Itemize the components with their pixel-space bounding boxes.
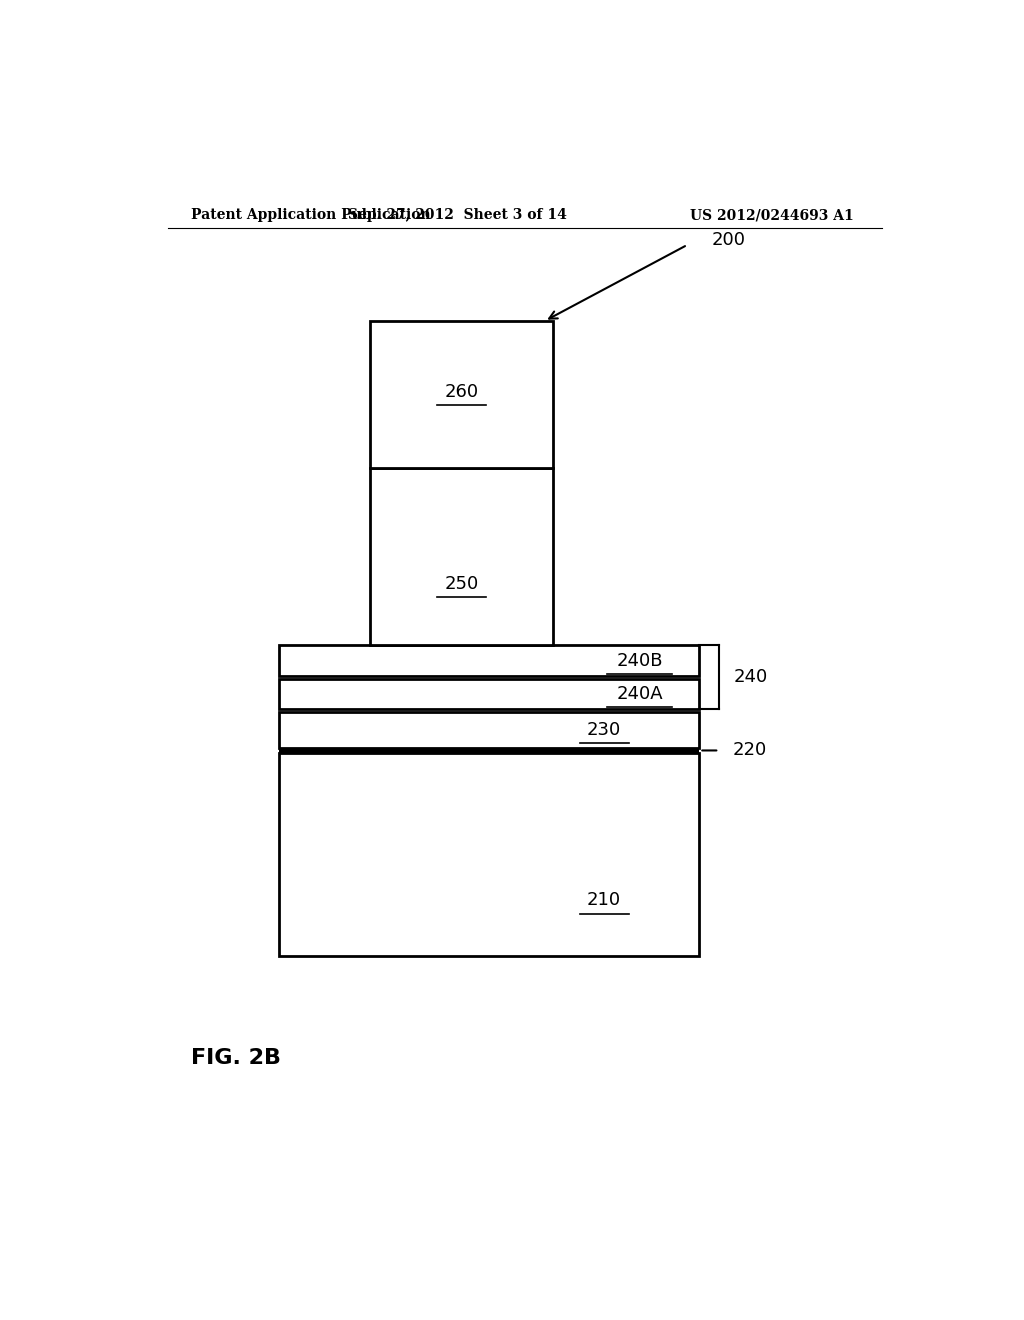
Bar [279,645,699,676]
Text: Sep. 27, 2012  Sheet 3 of 14: Sep. 27, 2012 Sheet 3 of 14 [348,209,566,222]
Bar [279,752,699,956]
Text: US 2012/0244693 A1: US 2012/0244693 A1 [690,209,854,222]
Text: 220: 220 [733,742,767,759]
Bar [370,469,553,645]
Text: 230: 230 [587,721,622,739]
Bar [370,321,553,469]
Bar [279,748,699,752]
Text: 200: 200 [712,231,745,248]
Text: 240: 240 [733,668,768,686]
Text: 240B: 240B [616,652,664,669]
Text: 260: 260 [444,383,478,401]
Bar [279,713,699,748]
Text: 250: 250 [444,576,478,593]
Bar [279,678,699,709]
Text: FIG. 2B: FIG. 2B [191,1048,282,1068]
Text: Patent Application Publication: Patent Application Publication [191,209,431,222]
Text: 210: 210 [587,891,622,909]
Text: 240A: 240A [616,685,664,704]
